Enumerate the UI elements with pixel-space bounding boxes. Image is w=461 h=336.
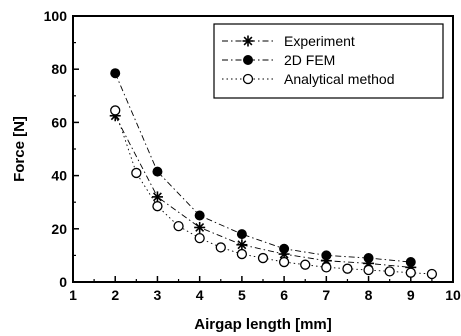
x-tick-label: 9: [407, 287, 415, 303]
series-line: [114, 73, 411, 263]
asterisk-marker: [242, 35, 254, 47]
series-filled-circle: [110, 68, 416, 268]
y-tick-label: 20: [51, 221, 67, 237]
legend-item: 2D FEM: [222, 52, 335, 68]
open-circle-marker: [321, 262, 332, 273]
filled-circle-marker: [110, 68, 121, 79]
filled-circle-marker: [152, 166, 163, 177]
open-circle-marker: [173, 220, 184, 232]
asterisk-marker: [151, 191, 163, 203]
legend: Experiment 2D FEM Analytical method: [213, 23, 444, 99]
open-circle-marker: [131, 167, 142, 179]
open-circle-marker: [194, 232, 205, 244]
open-circle-marker: [363, 264, 374, 276]
y-axis-ticks: 0 20 40 60 80 100: [44, 8, 79, 290]
open-circle-marker: [278, 256, 290, 268]
series-line: [114, 110, 432, 275]
filled-circle-marker: [363, 253, 374, 264]
x-tick-label: 3: [154, 287, 162, 303]
x-tick-label: 1: [69, 287, 77, 303]
open-circle-marker: [342, 263, 353, 274]
asterisk-marker: [236, 239, 248, 251]
series-asterisk: [109, 110, 417, 273]
open-circle-marker: [242, 73, 254, 85]
x-tick-label: 7: [322, 287, 330, 303]
x-tick-label: 4: [196, 287, 204, 303]
filled-circle-marker: [321, 250, 332, 261]
open-circle-marker: [405, 267, 416, 278]
legend-item: Experiment: [222, 33, 355, 49]
y-tick-label: 80: [51, 61, 67, 77]
filled-circle-marker: [279, 243, 290, 254]
x-tick-label: 8: [365, 287, 373, 303]
legend-items: Experiment 2D FEM Analytical method: [222, 33, 395, 87]
x-tick-label: 2: [111, 287, 119, 303]
series-layer: [109, 68, 438, 280]
open-circle-marker: [426, 268, 438, 280]
y-tick-label: 40: [51, 168, 67, 184]
open-circle-marker: [300, 259, 311, 270]
x-tick-label: 10: [445, 287, 461, 303]
y-tick-label: 60: [51, 114, 67, 130]
asterisk-marker: [194, 221, 206, 233]
y-tick-label: 100: [44, 8, 68, 24]
open-circle-marker: [215, 242, 226, 253]
series-open-circle: [110, 105, 438, 280]
filled-circle-marker: [236, 229, 247, 240]
x-tick-label: 5: [238, 287, 246, 303]
filled-circle-marker: [194, 210, 205, 221]
legend-item: Analytical method: [222, 71, 395, 87]
open-circle-marker: [152, 201, 163, 212]
filled-circle-marker: [405, 257, 416, 268]
plot-frame: [72, 15, 454, 283]
y-axis-label: Force [N]: [11, 116, 28, 182]
open-circle-marker: [257, 252, 269, 264]
filled-circle-marker: [243, 55, 253, 65]
series-line: [114, 115, 411, 268]
x-axis-label: Airgap length [mm]: [194, 316, 332, 333]
open-circle-marker: [236, 248, 248, 260]
legend-label: 2D FEM: [284, 52, 335, 68]
open-circle-marker: [384, 266, 395, 277]
legend-label: Experiment: [284, 33, 355, 49]
legend-label: Analytical method: [284, 71, 395, 87]
x-tick-label: 6: [280, 287, 288, 303]
open-circle-marker: [110, 105, 121, 116]
y-tick-label: 0: [59, 274, 67, 290]
x-axis-ticks: 1 2 3 4 5 6 7 8 9 10: [69, 276, 461, 303]
